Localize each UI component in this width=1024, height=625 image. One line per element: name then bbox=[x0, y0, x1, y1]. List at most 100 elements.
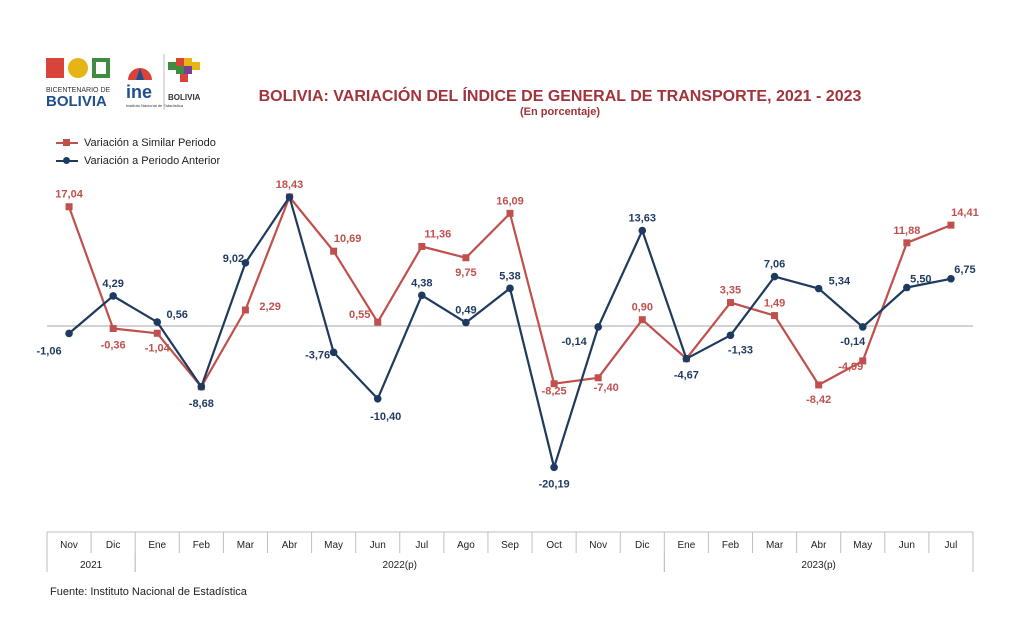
data-label-anterior: 7,06 bbox=[764, 259, 785, 271]
data-point-anterior bbox=[682, 354, 691, 363]
logos: BICENTENARIO DE BOLIVIA ine Instituto Na… bbox=[46, 54, 201, 110]
data-label-anterior: -20,19 bbox=[538, 478, 569, 490]
data-point-anterior bbox=[241, 259, 250, 267]
data-point-anterior bbox=[285, 193, 294, 201]
data-label-anterior: -1,06 bbox=[37, 345, 62, 357]
data-label-similar: -1,04 bbox=[145, 342, 171, 354]
data-label-similar: 14,41 bbox=[951, 207, 979, 219]
data-point-anterior bbox=[65, 329, 73, 338]
x-tick-label: Mar bbox=[766, 540, 784, 551]
data-label-similar: -8,25 bbox=[542, 386, 567, 398]
data-point-similar bbox=[771, 312, 779, 320]
bicentenario-logo: BICENTENARIO DE BOLIVIA bbox=[46, 58, 111, 110]
legend-circle-icon bbox=[56, 156, 78, 166]
data-label-anterior: -10,40 bbox=[370, 411, 401, 423]
x-tick-label: Jul bbox=[945, 540, 958, 551]
data-point-similar bbox=[594, 374, 602, 382]
data-point-anterior bbox=[153, 318, 162, 326]
x-tick-label: Ene bbox=[677, 540, 695, 551]
x-tick-label: Nov bbox=[589, 540, 607, 551]
chart-subtitle: (En porcentaje) bbox=[519, 106, 601, 118]
data-label-anterior: -4,67 bbox=[674, 370, 699, 382]
data-point-similar bbox=[241, 306, 249, 314]
data-point-similar bbox=[330, 247, 338, 255]
x-tick-label: Ago bbox=[457, 540, 475, 551]
year-group-label: 2023(p) bbox=[801, 560, 835, 571]
data-point-anterior bbox=[506, 284, 514, 293]
data-point-similar bbox=[109, 325, 117, 333]
estado-logo: BOLIVIA bbox=[168, 58, 201, 102]
data-label-similar: -8,42 bbox=[806, 394, 831, 406]
data-point-similar bbox=[462, 254, 470, 262]
data-point-similar bbox=[638, 316, 646, 324]
data-label-anterior: -0,14 bbox=[562, 336, 588, 348]
data-label-anterior: -0,14 bbox=[840, 336, 866, 348]
data-label-similar: 1,49 bbox=[764, 298, 785, 310]
x-tick-label: May bbox=[853, 540, 872, 551]
x-tick-label: Dic bbox=[635, 540, 649, 551]
year-group-label: 2022(p) bbox=[383, 560, 417, 571]
source-note: Fuente: Instituto Nacional de Estadístic… bbox=[50, 586, 247, 598]
x-tick-label: Jul bbox=[415, 540, 428, 551]
data-point-similar bbox=[947, 221, 955, 229]
data-label-anterior: 13,63 bbox=[629, 213, 657, 225]
data-point-anterior bbox=[726, 331, 735, 340]
data-point-similar bbox=[550, 380, 558, 388]
data-label-anterior: 0,56 bbox=[167, 309, 188, 321]
legend: Variación a Similar Periodo Variación a … bbox=[56, 134, 220, 170]
data-point-similar bbox=[418, 242, 426, 250]
data-label-similar: -0,36 bbox=[101, 340, 126, 352]
data-label-anterior: 5,38 bbox=[499, 270, 520, 282]
data-point-anterior bbox=[197, 382, 206, 391]
ine-logo: ine Instituto Nacional de Estadística bbox=[126, 68, 184, 108]
data-label-similar: -4,99 bbox=[838, 361, 863, 373]
data-point-anterior bbox=[594, 323, 602, 331]
estado-text: BOLIVIA bbox=[168, 93, 201, 102]
x-tick-label: Abr bbox=[811, 540, 827, 551]
legend-square-icon bbox=[56, 138, 78, 148]
legend-item-similar: Variación a Similar Periodo bbox=[56, 134, 220, 152]
bicentenario-text-2: BOLIVIA bbox=[46, 93, 107, 110]
data-point-anterior bbox=[109, 292, 117, 300]
data-label-anterior: 0,49 bbox=[455, 305, 476, 317]
x-tick-label: Ene bbox=[148, 540, 166, 551]
ine-subtext: Instituto Nacional de Estadística bbox=[126, 103, 184, 108]
data-point-anterior bbox=[770, 272, 779, 281]
data-label-anterior: -3,76 bbox=[305, 349, 330, 361]
data-label-anterior: 4,29 bbox=[102, 278, 123, 290]
chart-title: BOLIVIA: VARIACIÓN DEL ÍNDICE DE GENERAL… bbox=[258, 88, 862, 105]
data-label-similar: 3,35 bbox=[720, 285, 741, 297]
bicentenario-text-1: BICENTENARIO DE bbox=[46, 87, 111, 94]
data-point-anterior bbox=[903, 283, 911, 292]
data-label-similar: 18,43 bbox=[276, 179, 304, 191]
data-point-anterior bbox=[947, 274, 955, 283]
data-label-anterior: 9,02 bbox=[223, 253, 244, 265]
x-tick-label: Dic bbox=[106, 540, 120, 551]
data-point-similar bbox=[506, 209, 514, 217]
data-label-anterior: -1,33 bbox=[728, 344, 753, 356]
legend-item-anterior: Variación a Periodo Anterior bbox=[56, 152, 220, 170]
series-line-anterior bbox=[68, 195, 952, 469]
data-label-similar: -7,40 bbox=[594, 382, 619, 394]
data-point-anterior bbox=[638, 226, 647, 235]
legend-label-anterior: Variación a Periodo Anterior bbox=[84, 155, 221, 167]
x-tick-label: Oct bbox=[546, 540, 562, 551]
data-label-similar: 10,69 bbox=[334, 233, 362, 245]
data-label-similar: 0,90 bbox=[632, 302, 653, 314]
data-point-similar bbox=[65, 203, 73, 211]
data-point-similar bbox=[815, 381, 823, 389]
data-label-similar: 11,88 bbox=[893, 225, 920, 237]
x-tick-label: Jun bbox=[370, 540, 386, 551]
year-group-label: 2021 bbox=[80, 560, 103, 571]
data-point-similar bbox=[374, 318, 382, 326]
x-tick-label: Sep bbox=[501, 540, 519, 551]
x-tick-label: Mar bbox=[237, 540, 255, 551]
data-label-similar: 17,04 bbox=[55, 189, 83, 201]
data-point-anterior bbox=[858, 323, 867, 331]
data-point-anterior bbox=[418, 291, 426, 300]
data-label-anterior: 5,34 bbox=[829, 276, 851, 288]
x-tick-label: Feb bbox=[193, 540, 211, 551]
data-point-similar bbox=[153, 329, 161, 337]
data-point-similar bbox=[903, 239, 911, 247]
